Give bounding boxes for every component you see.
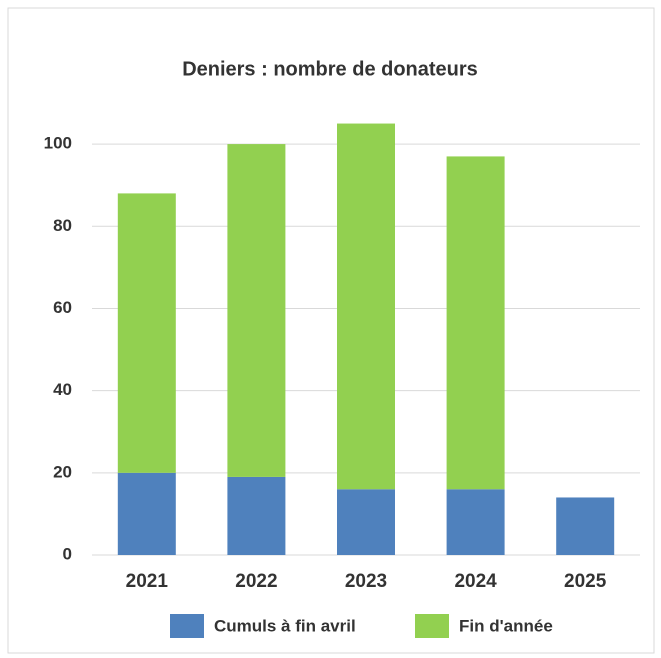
x-tick-label: 2024 — [454, 571, 497, 592]
chart-title: Deniers : nombre de donateurs — [182, 58, 478, 80]
bar-segment — [337, 123, 395, 490]
legend-label: Cumuls à fin avril — [214, 616, 356, 635]
chart-frame — [7, 7, 655, 654]
x-tick-label: 2022 — [235, 571, 277, 592]
bar-segment — [117, 472, 176, 555]
bar-segment — [337, 489, 395, 555]
bar-segment — [227, 476, 286, 555]
y-tick-label: 20 — [53, 462, 72, 481]
x-tick-label: 2023 — [345, 571, 387, 592]
legend-label: Fin d'année — [459, 616, 553, 635]
x-tick-label: 2025 — [564, 571, 607, 592]
y-tick-label: 40 — [53, 380, 72, 399]
bar-segment — [446, 489, 505, 555]
bar-segment — [446, 156, 505, 490]
bar-segment — [227, 144, 286, 477]
legend-swatch — [415, 614, 449, 638]
legend-swatch — [170, 614, 204, 638]
y-tick-label: 80 — [53, 216, 72, 235]
bar-segment — [556, 497, 615, 555]
bar-segment — [117, 193, 176, 473]
y-tick-label: 0 — [63, 544, 72, 563]
y-tick-label: 100 — [44, 134, 72, 153]
y-tick-label: 60 — [53, 298, 72, 317]
x-tick-label: 2021 — [126, 571, 169, 592]
